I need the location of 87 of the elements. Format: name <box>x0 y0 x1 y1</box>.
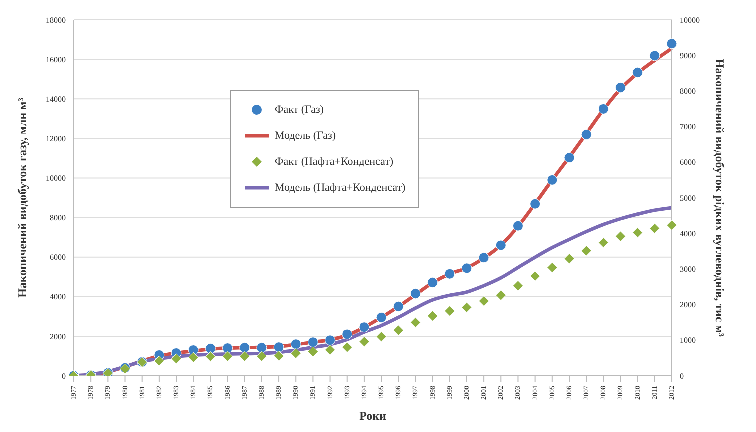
y2-tick-label: 10000 <box>680 16 700 25</box>
point <box>256 351 268 362</box>
point <box>581 129 592 140</box>
y2-tick-label: 1000 <box>680 336 696 346</box>
point <box>530 198 541 210</box>
point <box>512 280 524 292</box>
point <box>240 351 250 362</box>
point <box>496 240 506 251</box>
point <box>376 312 387 323</box>
y2-tick-label: 7000 <box>680 122 696 132</box>
point <box>410 317 421 328</box>
point <box>342 329 353 340</box>
point <box>650 50 660 62</box>
point <box>376 332 387 342</box>
point <box>496 290 506 301</box>
point <box>205 343 216 354</box>
y-tick-label: 4000 <box>50 292 66 302</box>
x-axis-title: Роки <box>360 409 387 423</box>
point <box>598 238 609 248</box>
point <box>240 342 250 354</box>
point <box>512 220 524 232</box>
point <box>564 152 575 164</box>
point <box>325 344 336 356</box>
point <box>615 231 626 242</box>
point <box>444 268 456 280</box>
legend-label: Модель (Нафта+Конденсат) <box>275 182 406 194</box>
y-tick-label: 14000 <box>46 94 66 104</box>
point <box>410 288 421 300</box>
point <box>222 343 234 354</box>
legend-label: Факт (Газ) <box>275 104 324 116</box>
y-tick-label: 2000 <box>50 332 66 342</box>
point <box>478 252 490 264</box>
point <box>342 342 353 353</box>
point <box>222 351 234 362</box>
point <box>666 220 678 231</box>
point <box>547 174 558 186</box>
y-tick-label: 8000 <box>50 214 66 223</box>
y2-tick-label: 4000 <box>680 229 696 238</box>
point <box>393 325 404 336</box>
y2-tick-label: 0 <box>680 372 684 381</box>
point <box>274 342 284 353</box>
point <box>564 254 575 264</box>
point <box>478 296 490 306</box>
point <box>632 228 644 238</box>
point <box>290 348 302 359</box>
y2-tick-label: 6000 <box>680 158 696 168</box>
point <box>581 246 592 256</box>
y2-tick-label: 5000 <box>680 194 696 203</box>
point <box>308 337 318 348</box>
point <box>650 223 660 234</box>
y2-tick-label: 3000 <box>680 265 696 274</box>
point <box>547 262 558 274</box>
y2-tick-label: 9000 <box>680 51 696 60</box>
point <box>359 336 370 348</box>
point <box>462 302 472 313</box>
point <box>359 322 370 333</box>
y2-axis-title: Накопичений видобуток рідких вуглеводнів, тис м³ <box>713 58 727 338</box>
point <box>615 82 626 94</box>
point <box>188 352 199 363</box>
y2-tick-label: 2000 <box>680 300 696 310</box>
point <box>274 350 284 362</box>
y-tick-label: 18000 <box>46 16 66 25</box>
point <box>290 339 302 350</box>
y-tick-label: 0 <box>62 372 66 381</box>
y-tick-label: 16000 <box>46 55 66 64</box>
y2-tick-label: 8000 <box>680 87 696 96</box>
y-axis-title: Накопичений видобуток газу, млн м³ <box>15 98 30 298</box>
point <box>325 335 336 346</box>
point <box>444 306 456 316</box>
legend-label: Факт (Нафта+Конденсат) <box>275 156 394 168</box>
y-tick-label: 10000 <box>46 174 66 184</box>
point <box>666 38 678 50</box>
point <box>393 301 404 312</box>
point <box>598 104 609 114</box>
point <box>205 352 216 362</box>
point <box>154 356 165 366</box>
legend-label: Модель (Газ) <box>275 130 336 142</box>
point <box>308 346 318 358</box>
point <box>428 277 438 288</box>
y-tick-label: 6000 <box>50 253 66 262</box>
point <box>256 342 268 354</box>
point <box>428 310 438 322</box>
point <box>171 354 182 364</box>
point <box>462 263 472 274</box>
point <box>530 271 541 282</box>
point <box>632 67 644 78</box>
y-tick-label: 12000 <box>46 134 66 144</box>
